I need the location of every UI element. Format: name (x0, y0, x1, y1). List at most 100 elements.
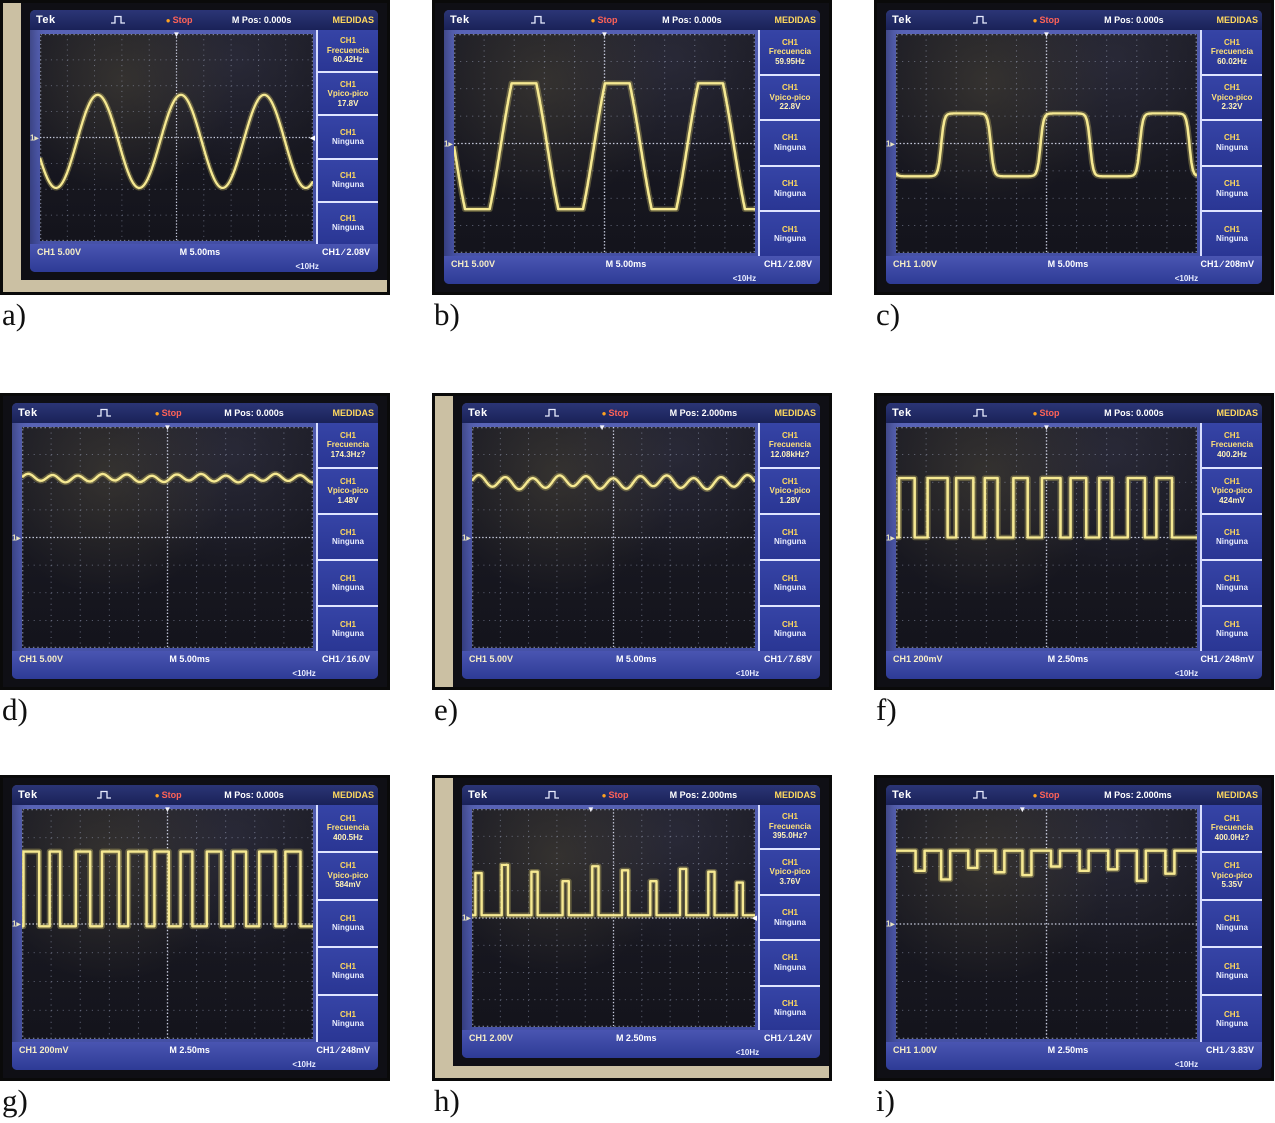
measurement-box: CH1 Vpico-pico 1.48V (318, 467, 378, 513)
graticule: ▼ 1▸ (444, 31, 755, 253)
scope-topbar: Tek ● Stop M Pos: 2.000ms MEDIDAS (462, 403, 820, 423)
oscilloscope-screen: Tek ● Stop M Pos: 0.000s MEDIDAS (12, 403, 378, 679)
measurement-box: CH1 Ninguna (318, 946, 378, 995)
ch1-scale-readout: CH1 5.00V (469, 654, 514, 664)
waveform-display (896, 809, 1197, 1039)
scope-body: ▼ 1▸ CH1 Frecuencia 12.08kHz? CH1 Vpico-… (462, 423, 820, 651)
scope-topbar: Tek ● Stop M Pos: 0.000s MEDIDAS (12, 403, 378, 423)
oscilloscope-screen: Tek ● Stop M Pos: 0.000s MEDIDAS (886, 10, 1262, 284)
ch1-scale-readout: CH1 200mV (19, 1045, 69, 1055)
measurement-box: CH1 Ninguna (760, 119, 820, 165)
scope-body: ▼ 1▸ CH1 Frecuencia 60.02Hz CH1 Vpico-pi… (886, 30, 1262, 256)
acquisition-status: ● Stop (155, 408, 182, 418)
measurement-channel: CH1 (781, 133, 798, 143)
trigger-level-readout: CH1 ∕ 3.83V (1205, 1045, 1254, 1055)
panel-label: d) (2, 692, 28, 727)
measurement-channel: CH1 (1223, 861, 1240, 871)
trigger-frequency-readout: <10Hz (292, 669, 316, 678)
timebase-readout: M 5.00ms (615, 654, 657, 664)
horizontal-position-readout: M Pos: 2.000ms (669, 408, 738, 418)
graticule: ▼ 1▸ ◀ (30, 31, 315, 241)
trigger-level-marker-icon: ◀ (309, 134, 315, 142)
oscilloscope-bezel: Tek ● Stop M Pos: 0.000s MEDIDAS (435, 3, 829, 292)
waveform-display (896, 427, 1197, 648)
measurement-name: Ninguna (774, 962, 806, 972)
trigger-frequency-readout: <10Hz (732, 274, 757, 283)
measurement-name: Ninguna (1216, 923, 1248, 933)
measurement-name: Ninguna (332, 583, 364, 592)
scope-topbar: Tek ● Stop M Pos: 0.000s MEDIDAS (886, 403, 1262, 423)
graticule-grid (472, 809, 755, 1027)
measurement-box: CH1 Ninguna (318, 994, 378, 1042)
trigger-level-readout: CH1 ∕ 7.68V (763, 654, 812, 664)
measurement-name: Vpico-pico (769, 92, 811, 102)
trigger-position-marker-icon: ▼ (598, 423, 607, 432)
oscilloscope-screen: Tek ● Stop M Pos: 2.000ms MEDIDAS (462, 785, 820, 1058)
trigger-slope-icon (97, 408, 112, 417)
figure-cell: Tek ● Stop M Pos: 0.000s MEDIDAS (0, 393, 390, 775)
oscilloscope-screen: Tek ● Stop M Pos: 2.000ms MEDIDAS (462, 403, 820, 679)
measurement-value: 400.0Hz? (1214, 832, 1250, 842)
measurement-name: Frecuencia (768, 47, 812, 57)
timebase-readout: M 5.00ms (169, 654, 210, 664)
measurement-box: CH1 Vpico-pico 3.76V (760, 848, 820, 894)
measurement-box: CH1 Ninguna (1202, 559, 1262, 605)
measurement-name: Ninguna (332, 1019, 364, 1029)
ch1-scale-readout: CH1 5.00V (19, 654, 64, 664)
scope-bottombar: CH1 5.00V M 5.00ms CH1 ∕ 7.68V <10Hz (462, 651, 820, 679)
waveform-display (454, 34, 755, 253)
waveform-display (896, 34, 1197, 253)
measurement-box: CH1 Ninguna (760, 939, 820, 985)
measurement-box: CH1 Ninguna (760, 893, 820, 940)
scope-bottombar: CH1 1.00V M 5.00ms CH1 ∕ 208mV <10Hz (886, 256, 1262, 284)
horizontal-position-readout: M Pos: 2.000ms (669, 790, 738, 800)
horizontal-position-readout: M Pos: 0.000s (662, 15, 722, 25)
measurement-channel: CH1 (781, 527, 798, 537)
measurement-name: Frecuencia (768, 440, 812, 450)
measurement-channel: CH1 (339, 213, 356, 223)
stop-label: Stop (1039, 408, 1060, 418)
trigger-level-readout: CH1 ∕ 208mV (1200, 259, 1254, 269)
ch1-scale-readout: CH1 5.00V (451, 259, 496, 269)
tek-logo: Tek (892, 789, 912, 801)
ch1-scale-readout: CH1 2.00V (469, 1033, 514, 1043)
measurement-value: 395.0Hz? (772, 831, 808, 841)
oscilloscope-screen: Tek ● Stop M Pos: 0.000s MEDIDAS (444, 10, 820, 284)
scope-topbar: Tek ● Stop M Pos: 0.000s MEDIDAS (444, 10, 820, 30)
graticule-grid (22, 427, 313, 648)
measurement-channel: CH1 (1223, 527, 1240, 537)
oscilloscope-photo: Tek ● Stop M Pos: 0.000s MEDIDAS (874, 0, 1274, 295)
measurement-box: CH1 Frecuencia 395.0Hz? (760, 805, 820, 849)
measurement-name: Ninguna (1216, 583, 1248, 592)
stop-label: Stop (172, 15, 193, 25)
measurement-box: CH1 Ninguna (318, 157, 378, 201)
channel1-position-marker: 1▸ (886, 533, 895, 542)
panel-label: a) (2, 297, 27, 332)
oscilloscope-screen: Tek ● Stop M Pos: 0.000s MEDIDAS (30, 10, 378, 272)
oscilloscope-photo: Tek ● Stop M Pos: 2.000ms MEDIDAS (432, 393, 832, 690)
measurement-box: CH1 Ninguna (1202, 210, 1262, 256)
trigger-slope-icon (97, 790, 112, 799)
measurement-box: CH1 Ninguna (760, 513, 820, 559)
horizontal-position-readout: M Pos: 2.000ms (1104, 790, 1172, 800)
scope-body: ▼ 1▸ CH1 Frecuencia 59.95Hz CH1 Vpico-pi… (444, 30, 820, 256)
measurement-name: Frecuencia (326, 440, 370, 450)
graticule-grid (896, 809, 1197, 1039)
stop-label: Stop (597, 15, 618, 25)
measurement-name: Ninguna (774, 583, 806, 592)
measurement-box: CH1 Ninguna (1202, 605, 1262, 651)
stop-label: Stop (161, 408, 182, 418)
measurement-box: CH1 Frecuencia 174.3Hz? (318, 423, 378, 467)
measurement-name: Ninguna (332, 223, 364, 233)
horizontal-position-readout: M Pos: 0.000s (1104, 408, 1164, 418)
measurement-value: 424mV (1219, 495, 1245, 505)
stop-dot-icon: ● (1032, 16, 1038, 25)
trigger-frequency-readout: <10Hz (735, 1048, 760, 1057)
trigger-slope-icon (545, 408, 560, 417)
measurement-name: Ninguna (1216, 142, 1248, 152)
acquisition-status: ● Stop (155, 790, 182, 800)
oscilloscope-bezel: Tek ● Stop M Pos: 2.000ms MEDIDAS (435, 778, 829, 1078)
oscilloscope-photo: Tek ● Stop M Pos: 0.000s MEDIDAS (0, 393, 390, 690)
acquisition-status: ● Stop (602, 790, 629, 800)
